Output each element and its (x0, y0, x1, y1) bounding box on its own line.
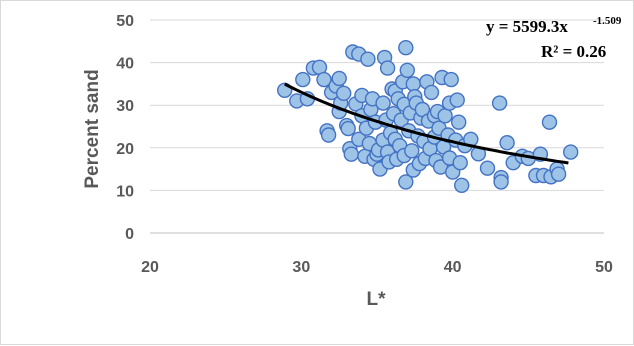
data-point (320, 127, 337, 143)
data-point (479, 160, 496, 176)
data-point (493, 174, 509, 190)
y-axis-label: Percent sand (82, 69, 103, 188)
data-point (379, 60, 396, 76)
data-point (443, 71, 459, 88)
data-point (295, 71, 311, 88)
y-tick-label: 40 (116, 56, 134, 73)
y-tick-label: 10 (116, 183, 134, 200)
y-tick-labels: 0 10 20 30 40 50 (116, 13, 134, 243)
data-point (454, 177, 470, 194)
data-point (423, 84, 440, 101)
data-point (491, 95, 508, 111)
data-point (336, 85, 352, 102)
y-tick-label: 20 (116, 141, 134, 158)
data-point (316, 71, 332, 88)
data-point (375, 95, 391, 111)
data-point (340, 120, 356, 137)
r-squared-text: R² = 0.26 (541, 42, 606, 61)
data-point (343, 146, 359, 162)
equation-exponent: -1.509 (593, 15, 622, 27)
data-point (563, 144, 579, 160)
data-point (452, 154, 468, 171)
x-tick-label: 20 (141, 259, 159, 276)
data-point (404, 143, 420, 159)
y-tick-label: 30 (116, 98, 134, 115)
x-tick-labels: 20 30 40 50 (141, 259, 613, 276)
data-point (405, 76, 421, 92)
data-point (499, 134, 515, 151)
data-point (437, 108, 453, 124)
data-point (360, 51, 376, 67)
y-tick-label: 0 (125, 226, 134, 243)
data-point (541, 114, 558, 130)
equation-text: y = 5599.3x (486, 17, 568, 36)
data-point (398, 174, 414, 190)
data-points (277, 40, 579, 194)
x-tick-label: 40 (444, 259, 462, 276)
data-point (451, 114, 467, 130)
data-point (449, 92, 465, 108)
x-tick-label: 30 (292, 259, 310, 276)
x-tick-label: 50 (595, 259, 613, 276)
x-axis-label: L* (367, 289, 387, 310)
data-point (398, 40, 414, 56)
y-tick-label: 50 (116, 13, 134, 30)
power-trendline (284, 82, 569, 165)
data-point (550, 166, 567, 182)
data-point (399, 62, 415, 79)
data-point (331, 70, 347, 87)
trendline-equation: y = 5599.3x -1.509 R² = 0.26 (486, 15, 622, 61)
